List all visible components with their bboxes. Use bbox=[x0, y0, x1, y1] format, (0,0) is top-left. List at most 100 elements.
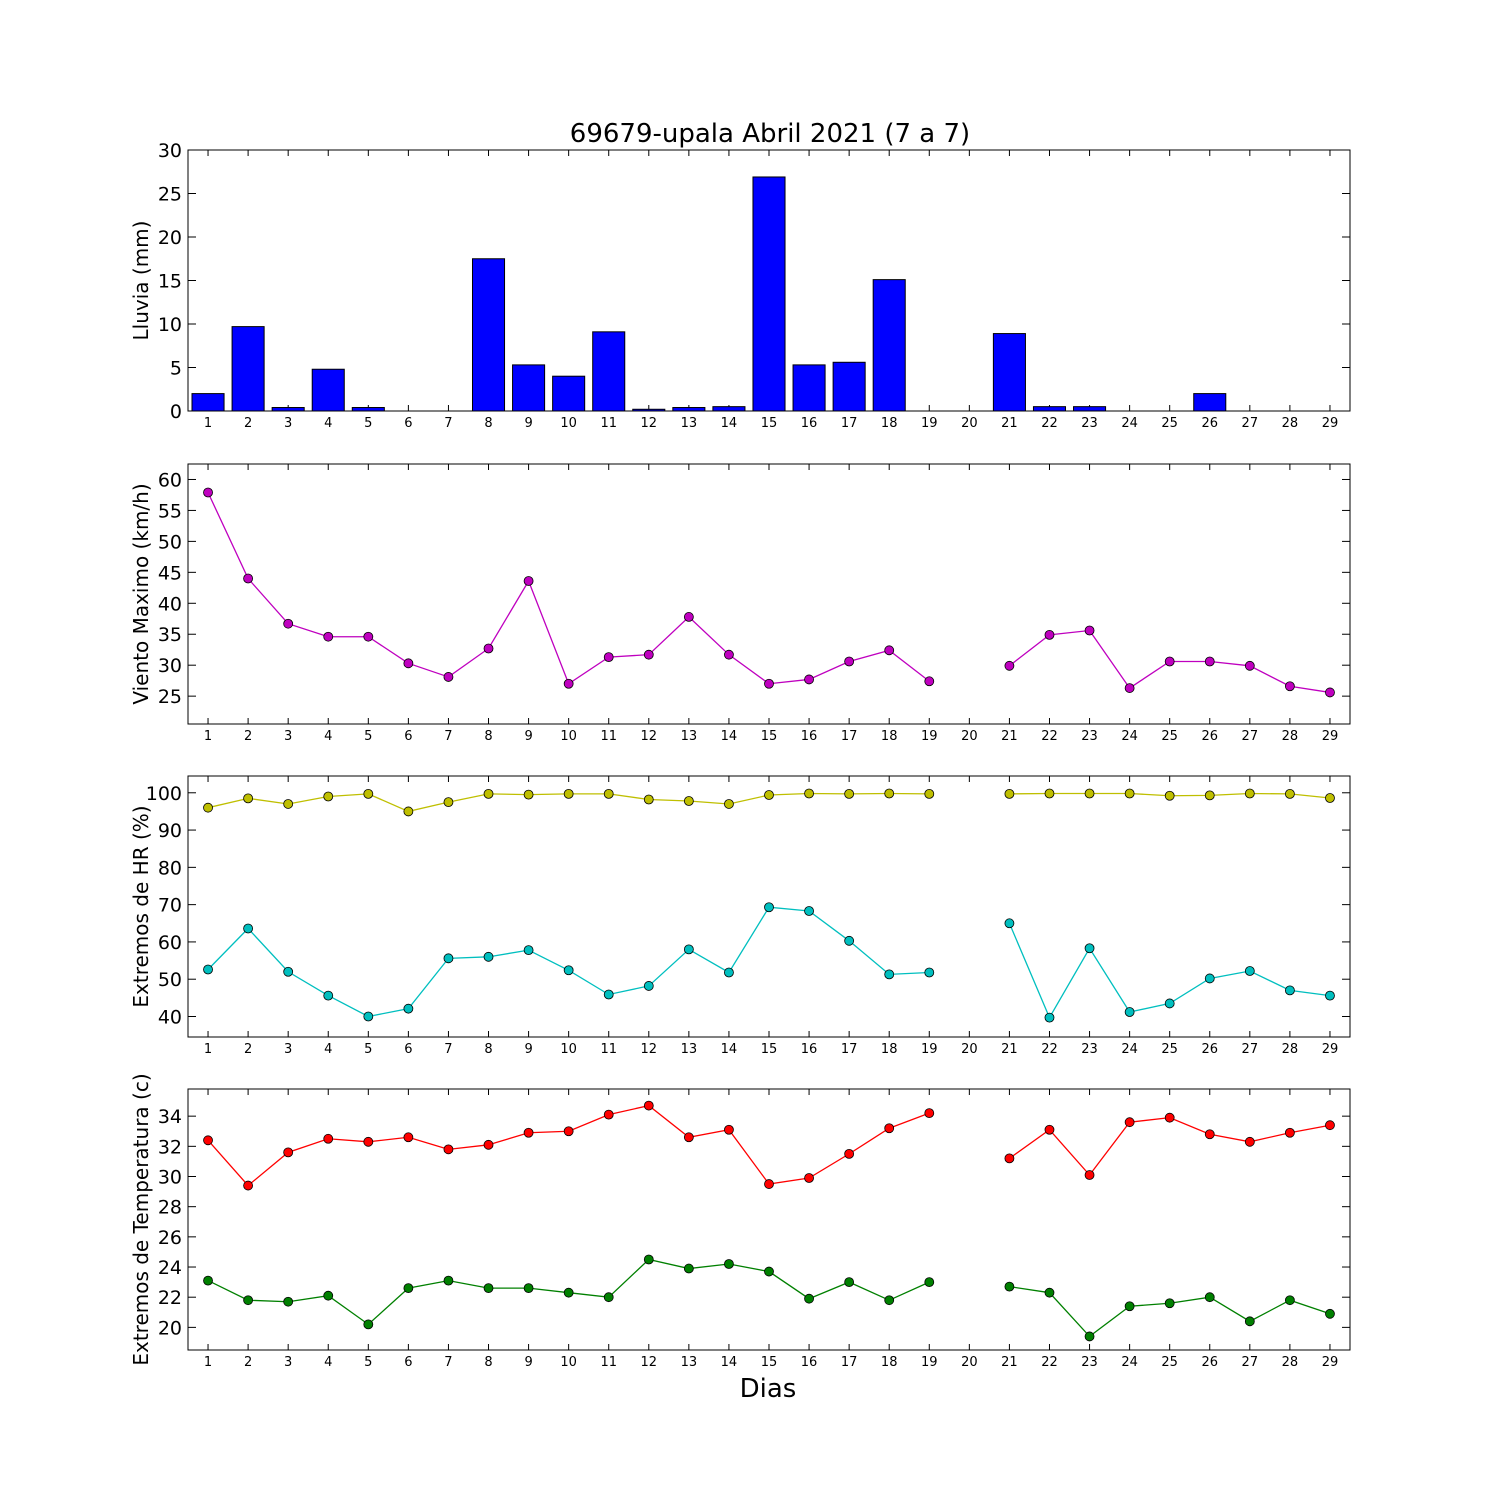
data-point bbox=[1084, 943, 1095, 954]
x-tick-label: 29 bbox=[1322, 416, 1339, 431]
x-tick-label: 24 bbox=[1121, 1355, 1138, 1370]
data-point bbox=[243, 793, 254, 804]
x-tick-label: 4 bbox=[324, 729, 332, 744]
data-point bbox=[1084, 788, 1095, 799]
data-point bbox=[1124, 1007, 1135, 1017]
data-point bbox=[924, 967, 935, 978]
data-point bbox=[1204, 1292, 1215, 1303]
data-point bbox=[724, 799, 734, 809]
figure-title: 69679-upala Abril 2021 (7 a 7) bbox=[570, 119, 970, 149]
data-point bbox=[243, 573, 254, 584]
data-point bbox=[523, 789, 534, 800]
y-tick-label: 70 bbox=[158, 895, 182, 917]
data-point bbox=[724, 649, 734, 660]
data-point bbox=[804, 674, 814, 685]
data-point bbox=[1244, 788, 1255, 799]
x-tick-label: 21 bbox=[1001, 416, 1018, 431]
data-point bbox=[563, 788, 574, 799]
y-tick-label: 40 bbox=[158, 593, 182, 615]
x-tick-label: 10 bbox=[560, 1355, 577, 1370]
data-point bbox=[563, 1287, 574, 1298]
data-point bbox=[804, 1173, 814, 1183]
y-tick-label: 20 bbox=[158, 227, 182, 249]
data-point bbox=[523, 945, 534, 956]
data-point bbox=[603, 989, 614, 1000]
x-tick-label: 24 bbox=[1121, 1042, 1138, 1057]
y-tick-label: 80 bbox=[158, 857, 182, 879]
data-point bbox=[1124, 1117, 1135, 1128]
x-tick-label: 4 bbox=[324, 1042, 332, 1057]
data-point bbox=[1164, 1112, 1175, 1123]
data-point bbox=[683, 944, 694, 955]
x-tick-label: 14 bbox=[721, 416, 738, 431]
x-tick-label: 19 bbox=[921, 416, 938, 431]
x-tick-label: 27 bbox=[1242, 729, 1259, 744]
y-tick-label: 60 bbox=[158, 469, 182, 491]
bar bbox=[992, 333, 1026, 412]
data-point bbox=[363, 1011, 374, 1022]
x-tick-label: 21 bbox=[1001, 1355, 1018, 1370]
x-tick-label: 3 bbox=[284, 729, 292, 744]
data-point bbox=[683, 1263, 694, 1274]
y-tick-label: 60 bbox=[158, 932, 182, 954]
data-point bbox=[243, 1295, 254, 1306]
data-point bbox=[603, 1292, 614, 1303]
data-point bbox=[363, 1319, 374, 1330]
y-tick-label: 20 bbox=[158, 1317, 182, 1339]
data-point bbox=[323, 1290, 334, 1301]
x-tick-label: 6 bbox=[404, 1042, 412, 1057]
bar bbox=[632, 408, 666, 412]
data-point bbox=[1124, 683, 1135, 693]
x-tick-label: 1 bbox=[204, 1355, 212, 1370]
x-tick-label: 18 bbox=[881, 729, 898, 744]
x-tick-label: 9 bbox=[524, 1355, 532, 1370]
x-tick-label: 17 bbox=[841, 416, 858, 431]
x-tick-label: 2 bbox=[244, 416, 252, 431]
x-tick-label: 26 bbox=[1201, 416, 1218, 431]
x-tick-label: 27 bbox=[1242, 1042, 1259, 1057]
data-point bbox=[724, 1124, 734, 1135]
data-point bbox=[764, 1266, 774, 1277]
bar bbox=[592, 331, 626, 412]
x-tick-label: 23 bbox=[1081, 416, 1098, 431]
x-tick-label: 2 bbox=[244, 729, 252, 744]
x-tick-label: 27 bbox=[1242, 1355, 1259, 1370]
x-tick-label: 15 bbox=[761, 1355, 778, 1370]
y-tick-label: 50 bbox=[158, 531, 182, 553]
y-tick-label: 35 bbox=[158, 624, 182, 646]
y-tick-label: 32 bbox=[158, 1136, 182, 1158]
bar bbox=[191, 393, 225, 412]
y-tick-label: 100 bbox=[146, 783, 182, 805]
data-point bbox=[844, 1148, 855, 1159]
data-point bbox=[804, 906, 814, 916]
data-point bbox=[323, 990, 334, 1001]
x-tick-label: 11 bbox=[600, 1355, 617, 1370]
data-point bbox=[1204, 1129, 1215, 1140]
data-point bbox=[603, 652, 614, 663]
data-point bbox=[283, 1147, 294, 1158]
data-point bbox=[443, 1275, 454, 1286]
data-point bbox=[643, 1100, 654, 1111]
data-point bbox=[1325, 990, 1335, 1001]
data-point bbox=[1044, 629, 1055, 640]
x-tick-label: 26 bbox=[1201, 729, 1218, 744]
x-tick-label: 24 bbox=[1121, 416, 1138, 431]
y-tick-label: 15 bbox=[158, 271, 182, 293]
x-tick-label: 7 bbox=[444, 729, 452, 744]
data-point bbox=[764, 790, 774, 800]
data-point bbox=[884, 969, 895, 980]
x-tick-label: 22 bbox=[1041, 416, 1058, 431]
bar bbox=[832, 361, 866, 412]
x-tick-label: 19 bbox=[921, 729, 938, 744]
data-point bbox=[1004, 918, 1015, 929]
x-tick-label: 22 bbox=[1041, 729, 1058, 744]
data-point bbox=[924, 676, 935, 687]
bar bbox=[552, 375, 586, 412]
x-tick-label: 11 bbox=[600, 416, 617, 431]
data-point bbox=[643, 649, 654, 660]
data-point bbox=[603, 788, 614, 799]
data-point bbox=[643, 794, 654, 805]
